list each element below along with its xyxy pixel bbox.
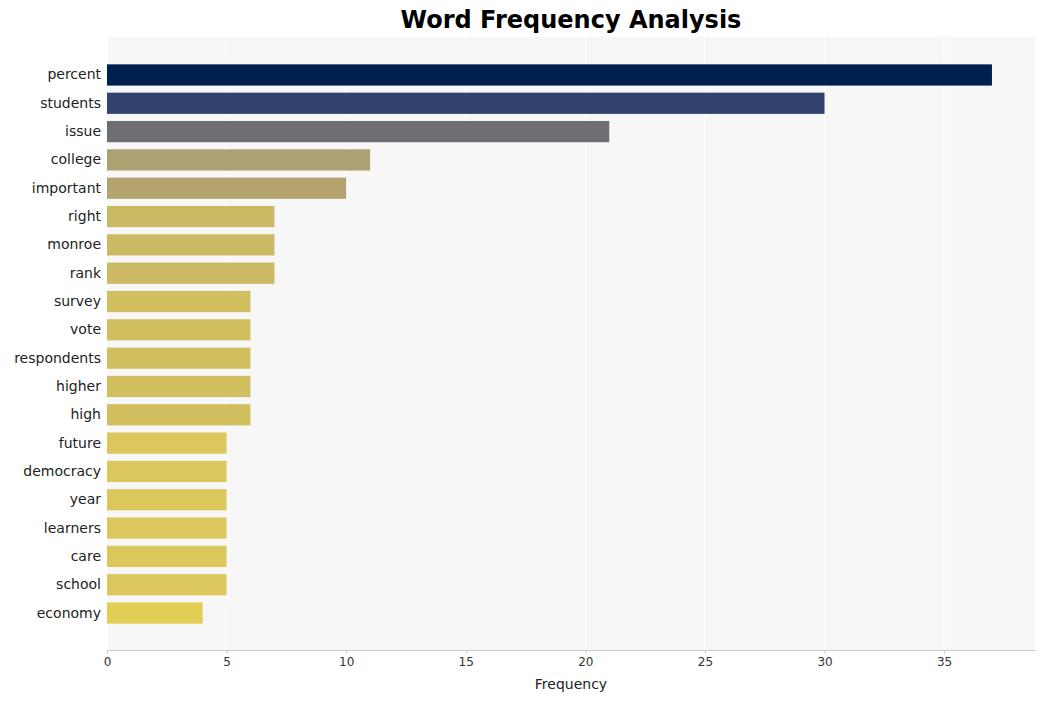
bar [107, 574, 227, 595]
y-tick-label: respondents [14, 350, 101, 366]
x-tick-label: 20 [578, 655, 593, 669]
y-tick: year [70, 491, 107, 507]
x-tick: 0 [104, 650, 112, 669]
y-tick: issue [65, 123, 107, 139]
y-tick-label: monroe [47, 236, 101, 252]
y-tick-label: college [51, 151, 101, 167]
bar [107, 546, 227, 567]
x-tick: 35 [937, 650, 952, 669]
x-tick: 10 [339, 650, 354, 669]
y-tick-label: high [70, 406, 101, 422]
x-tick-mark [825, 650, 826, 654]
y-tick: care [71, 548, 107, 564]
bars [107, 64, 992, 623]
x-tick-label: 5 [223, 655, 231, 669]
bar [107, 178, 346, 199]
bar [107, 461, 227, 482]
y-tick: right [68, 208, 107, 224]
y-tick-label: right [68, 208, 101, 224]
x-tick: 20 [578, 650, 593, 669]
y-tick-label: vote [70, 321, 101, 337]
bar [107, 319, 251, 340]
y-tick-label: rank [70, 265, 102, 281]
x-tick-label: 15 [459, 655, 474, 669]
y-tick: high [70, 406, 107, 422]
x-tick-mark [466, 650, 467, 654]
bar [107, 234, 274, 255]
y-tick: rank [70, 265, 107, 281]
x-tick: 25 [698, 650, 713, 669]
y-tick: vote [70, 321, 107, 337]
x-tick: 15 [459, 650, 474, 669]
bar [107, 517, 227, 538]
x-tick-mark [227, 650, 228, 654]
x-tick-label: 0 [104, 655, 112, 669]
x-axis-title: Frequency [535, 676, 607, 692]
y-tick-label: learners [44, 520, 101, 536]
y-tick: college [51, 151, 107, 167]
bar [107, 206, 274, 227]
y-tick-label: important [32, 180, 102, 196]
bar [107, 93, 825, 114]
bar [107, 263, 274, 284]
x-tick: 5 [223, 650, 231, 669]
bar [107, 291, 251, 312]
x-tick-label: 25 [698, 655, 713, 669]
y-tick-label: higher [56, 378, 101, 394]
grid-line [704, 37, 705, 650]
y-tick: learners [44, 520, 107, 536]
bar [107, 64, 992, 85]
y-tick-label: percent [47, 66, 101, 82]
bar [107, 348, 251, 369]
bar [107, 376, 251, 397]
y-tick: percent [47, 66, 107, 82]
y-tick: democracy [23, 463, 107, 479]
x-tick-mark [107, 650, 108, 654]
y-tick-label: democracy [23, 463, 101, 479]
x-tick-mark [585, 650, 586, 654]
y-tick-label: students [40, 95, 101, 111]
y-tick: important [32, 180, 107, 196]
y-tick: economy [37, 605, 107, 621]
bar [107, 404, 251, 425]
grid-line [824, 37, 825, 650]
x-tick-mark [944, 650, 945, 654]
x-tick-label: 35 [937, 655, 952, 669]
y-axis: percent students issue college important righ… [14, 66, 107, 620]
y-tick: higher [56, 378, 107, 394]
y-tick-label: year [70, 491, 101, 507]
y-tick: monroe [47, 236, 107, 252]
title: Word Frequency Analysis [401, 6, 742, 34]
plot-background [107, 37, 1035, 650]
y-tick-label: survey [54, 293, 101, 309]
y-tick: survey [54, 293, 107, 309]
bar [107, 149, 370, 170]
grid-line [944, 37, 945, 650]
x-axis-line [108, 650, 1036, 651]
grid [107, 37, 944, 650]
y-tick: respondents [14, 350, 107, 366]
y-tick-label: issue [65, 123, 101, 139]
x-axis: 0 5 10 15 20 25 30 35 [104, 650, 1036, 669]
y-tick: future [59, 435, 107, 451]
plot: 0 5 10 15 20 25 30 35 percent students issue colleg… [14, 37, 1035, 669]
bar [107, 602, 203, 623]
y-tick: students [40, 95, 107, 111]
x-tick-mark [346, 650, 347, 654]
bar [107, 121, 609, 142]
y-tick-label: school [56, 576, 101, 592]
x-tick-label: 10 [339, 655, 354, 669]
y-tick-label: care [71, 548, 101, 564]
y-tick-label: economy [37, 605, 101, 621]
bar [107, 489, 227, 510]
y-tick: school [56, 576, 107, 592]
x-tick-mark [705, 650, 706, 654]
bar [107, 433, 227, 454]
y-tick-label: future [59, 435, 101, 451]
x-tick-label: 30 [817, 655, 832, 669]
x-tick: 30 [817, 650, 832, 669]
